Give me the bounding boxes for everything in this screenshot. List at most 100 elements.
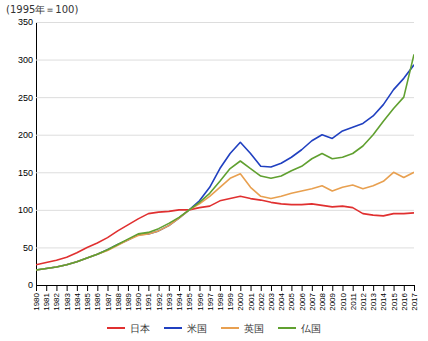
legend-label: 仏国 <box>300 323 321 334</box>
legend-label: 日本 <box>130 323 150 334</box>
x-tick-label: 1993 <box>165 292 174 310</box>
x-tick: 2016 <box>400 285 409 311</box>
x-tick-label: 2005 <box>287 292 296 310</box>
x-tick: 1998 <box>216 285 225 311</box>
x-tick-mark <box>36 285 37 291</box>
x-tick-label: 1999 <box>226 292 235 310</box>
x-tick-mark <box>281 285 282 291</box>
legend-item: 英国 <box>221 323 264 334</box>
legend-swatch <box>107 327 125 329</box>
x-tick: 2012 <box>359 285 368 311</box>
x-tick-mark <box>261 285 262 291</box>
x-tick-mark <box>251 285 252 291</box>
x-tick: 1991 <box>144 285 153 311</box>
x-tick-mark <box>271 285 272 291</box>
x-tick-label: 1996 <box>196 292 205 310</box>
x-tick: 1984 <box>73 285 82 311</box>
x-tick-mark <box>291 285 292 291</box>
x-tick-label: 2015 <box>390 292 399 310</box>
x-tick-label: 2010 <box>339 292 348 310</box>
x-tick-label: 2000 <box>236 292 245 310</box>
x-tick: 2010 <box>339 285 348 311</box>
y-tick: 300 <box>18 55 414 65</box>
x-tick-label: 1997 <box>206 292 215 310</box>
x-tick-label: 1992 <box>155 292 164 310</box>
x-tick: 2001 <box>247 285 256 311</box>
x-tick-label: 2002 <box>257 292 266 310</box>
plot-area: 0501001502002503003501980198119821983198… <box>18 17 419 310</box>
grid-line <box>36 247 414 248</box>
x-tick-mark <box>220 285 221 291</box>
x-tick: 1992 <box>155 285 164 311</box>
x-tick-label: 1983 <box>63 292 72 310</box>
x-tick-label: 2007 <box>308 292 317 310</box>
x-tick: 2003 <box>267 285 276 311</box>
x-tick: 2015 <box>390 285 399 311</box>
legend: 日本 米国 英国 仏国 <box>107 323 321 334</box>
x-tick-mark <box>189 285 190 291</box>
y-tick-label: 250 <box>18 93 33 103</box>
x-tick: 1997 <box>206 285 215 311</box>
x-tick-mark <box>67 285 68 291</box>
x-tick-mark <box>97 285 98 291</box>
legend-item: 日本 <box>107 323 150 334</box>
legend-item: 米国 <box>164 323 207 334</box>
y-tick: 100 <box>18 205 414 215</box>
x-tick: 1999 <box>226 285 235 311</box>
x-tick-label: 1998 <box>216 292 225 310</box>
chart: 0501001502002503003501980198119821983198… <box>0 0 428 341</box>
x-tick: 1986 <box>93 285 102 311</box>
x-tick: 2000 <box>236 285 245 311</box>
x-tick-label: 1987 <box>104 292 113 310</box>
x-tick-mark <box>332 285 333 291</box>
legend-swatch <box>221 327 239 329</box>
x-tick-mark <box>199 285 200 291</box>
x-tick-label: 1981 <box>42 292 51 310</box>
x-tick: 1996 <box>196 285 205 311</box>
grid-line <box>36 60 414 61</box>
x-tick-label: 2013 <box>369 292 378 310</box>
series-line <box>36 196 414 264</box>
x-tick-label: 2001 <box>247 292 256 310</box>
x-tick: 1989 <box>124 285 133 311</box>
legend-label: 米国 <box>187 323 207 334</box>
x-tick-label: 2006 <box>298 292 307 310</box>
x-tick-label: 2017 <box>410 292 419 310</box>
x-tick: 1994 <box>175 285 184 311</box>
series-line <box>36 54 414 270</box>
x-tick-label: 1995 <box>185 292 194 310</box>
x-tick-label: 1991 <box>144 292 153 310</box>
y-axis: 050100150200250300350 <box>18 17 414 290</box>
x-tick: 1983 <box>63 285 72 311</box>
y-tick-label: 300 <box>18 55 33 65</box>
x-tick-mark <box>56 285 57 291</box>
x-tick: 2008 <box>318 285 327 311</box>
x-tick: 1980 <box>32 285 41 311</box>
legend-swatch <box>278 327 296 329</box>
legend-swatch <box>164 327 182 329</box>
y-tick-label: 0 <box>28 280 33 290</box>
x-tick-label: 2014 <box>379 292 388 310</box>
x-tick-mark <box>302 285 303 291</box>
x-tick-mark <box>118 285 119 291</box>
x-tick-mark <box>230 285 231 291</box>
x-tick: 1987 <box>104 285 113 311</box>
y-tick: 50 <box>23 243 414 253</box>
y-tick-label: 350 <box>18 17 33 27</box>
x-tick-mark <box>404 285 405 291</box>
x-tick: 1993 <box>165 285 174 311</box>
x-tick-label: 2011 <box>349 292 358 310</box>
x-axis-line <box>37 285 415 286</box>
x-tick-label: 1982 <box>52 292 61 310</box>
legend-label: 英国 <box>244 323 264 334</box>
x-axis: 1980198119821983198419851986198719881989… <box>32 285 419 311</box>
x-tick: 2011 <box>349 285 358 310</box>
x-tick: 2005 <box>287 285 296 311</box>
x-tick-mark <box>322 285 323 291</box>
x-tick-label: 2004 <box>277 292 286 310</box>
x-tick-label: 2003 <box>267 292 276 310</box>
x-tick-mark <box>159 285 160 291</box>
x-tick-label: 1984 <box>73 292 82 310</box>
x-tick-mark <box>46 285 47 291</box>
x-tick-mark <box>394 285 395 291</box>
